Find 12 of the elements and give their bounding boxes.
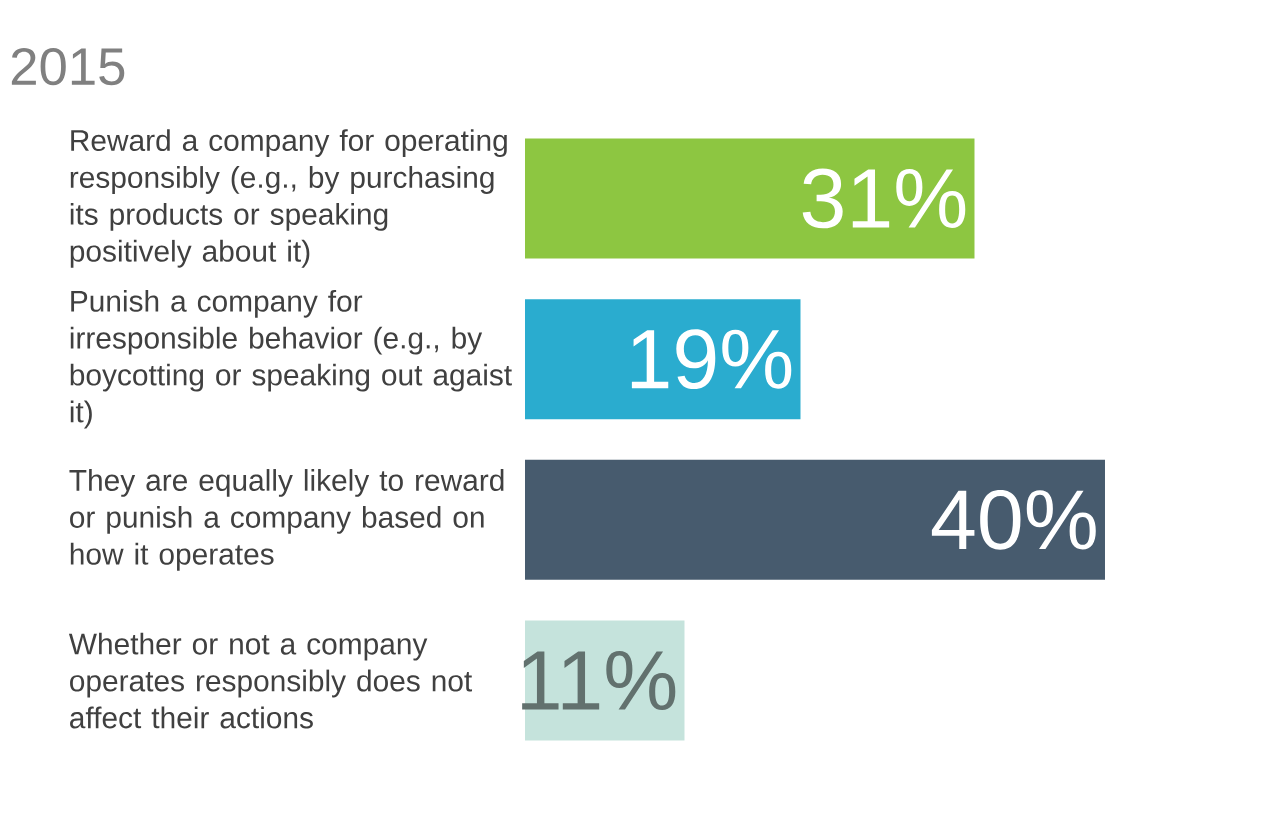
y-tick-label: Punish a company for irresponsible behavior (e.g., by boycotting or speaking out agaist it) [70, 289, 512, 429]
data-label: 19% [631, 329, 792, 389]
data-label: 31% [802, 168, 966, 229]
bar [525, 138, 975, 259]
data-label: 11% [522, 651, 676, 711]
y-tick-label: They are equally likely to reward or punish a company based on how it operates [69, 469, 504, 571]
bar [525, 459, 1105, 580]
data-label: 40% [931, 489, 1096, 550]
bar [525, 299, 801, 420]
text: 2015 [11, 47, 125, 86]
y-tick-label: Reward a company for operating responsibly (e.g., by purchasing its products or speaking positively about it) [70, 129, 507, 268]
y-tick-label: Whether or not a company operates responsibly does not affect their actions [68, 632, 473, 729]
